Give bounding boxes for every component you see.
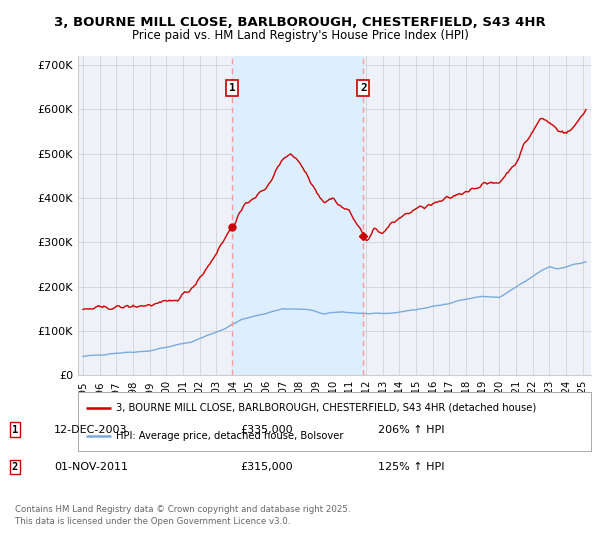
Text: 3, BOURNE MILL CLOSE, BARLBOROUGH, CHESTERFIELD, S43 4HR: 3, BOURNE MILL CLOSE, BARLBOROUGH, CHEST… (54, 16, 546, 29)
Text: HPI: Average price, detached house, Bolsover: HPI: Average price, detached house, Bols… (116, 431, 344, 441)
Text: 206% ↑ HPI: 206% ↑ HPI (378, 424, 445, 435)
Bar (232, 56, 364, 375)
Text: Contains HM Land Registry data © Crown copyright and database right 2025.
This d: Contains HM Land Registry data © Crown c… (15, 505, 350, 526)
Text: Price paid vs. HM Land Registry's House Price Index (HPI): Price paid vs. HM Land Registry's House … (131, 29, 469, 42)
Text: 1: 1 (229, 83, 235, 93)
Text: 01-NOV-2011: 01-NOV-2011 (54, 462, 128, 472)
Text: 12-DEC-2003: 12-DEC-2003 (54, 424, 128, 435)
Text: 2: 2 (12, 462, 18, 472)
Text: 1: 1 (12, 424, 18, 435)
Text: £315,000: £315,000 (240, 462, 293, 472)
Text: 3, BOURNE MILL CLOSE, BARLBOROUGH, CHESTERFIELD, S43 4HR (detached house): 3, BOURNE MILL CLOSE, BARLBOROUGH, CHEST… (116, 403, 537, 413)
Text: 2: 2 (360, 83, 367, 93)
Text: £335,000: £335,000 (240, 424, 293, 435)
Text: 125% ↑ HPI: 125% ↑ HPI (378, 462, 445, 472)
